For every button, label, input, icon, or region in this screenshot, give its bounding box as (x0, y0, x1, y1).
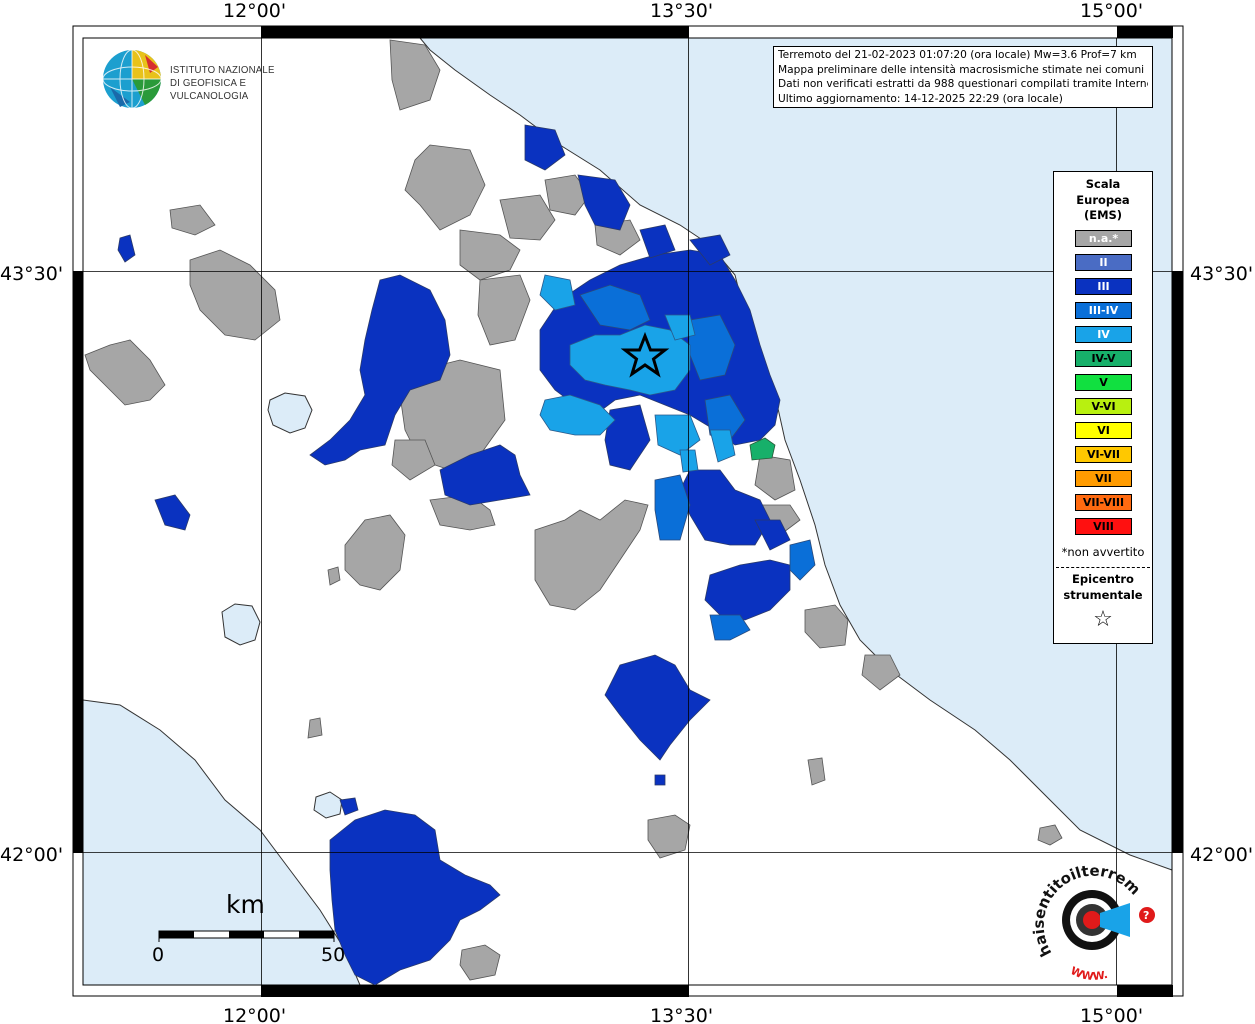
watermark-url: WWW. (1068, 964, 1109, 983)
legend-swatch-7: V-VI (1075, 398, 1132, 415)
municipalities-intensity-III-IV (579, 284, 816, 641)
legend-footnote: *non avvertito (1061, 545, 1145, 559)
lon-label-bottom-1: 12°00' (223, 1005, 286, 1024)
legend-title: Scala Europea (EMS) (1054, 172, 1152, 224)
lon-label-top-2: 13°30' (650, 0, 713, 22)
legend-swatch-1: II (1075, 254, 1132, 271)
legend-swatch-4: IV (1075, 326, 1132, 343)
lake-trasimeno (267, 392, 313, 434)
epicenter-star-icon (620, 331, 670, 378)
legend-swatch-10: VII (1075, 470, 1132, 487)
lon-label-top-3: 15°00' (1080, 0, 1143, 22)
hai-sentito-logo: ? haisentitoilterremoto.it WWW. (1030, 858, 1155, 983)
lake-bolsena (221, 603, 261, 646)
legend-title-line-2: Europea (1076, 192, 1130, 207)
scale-bar (158, 930, 335, 942)
info-line-1: Terremoto del 21-02-2023 01:07:20 (ora l… (778, 49, 1137, 61)
map-frame (73, 26, 1183, 997)
megaphone-icon (1100, 903, 1130, 937)
municipalities-not-felt (84, 39, 1063, 981)
legend-separator (1056, 567, 1150, 568)
question-icon (1139, 907, 1155, 923)
info-line-3: Dati non verificati estratti da 988 ques… (778, 78, 1148, 91)
epicenter-legend-star-icon: ☆ (1093, 607, 1113, 632)
legend-swatch-0: n.a.* (1075, 230, 1132, 247)
epicenter-label-line-1: Epicentro (1072, 572, 1134, 586)
legend-title-line-1: Scala (1085, 177, 1121, 191)
lat-label-right-1: 43°30' (1190, 263, 1253, 285)
svg-text:?: ? (1143, 909, 1149, 922)
epicenter-label-line-2: strumentale (1063, 587, 1143, 602)
legend-title-line-3: (EMS) (1083, 208, 1123, 222)
legend-swatch-8: VI (1075, 422, 1132, 439)
legend-swatch-3: III-IV (1075, 302, 1132, 319)
lat-label-left-1: 43°30' (0, 263, 63, 285)
scalebar-end: 50 (321, 944, 346, 966)
lat-label-left-2: 42°00' (0, 844, 63, 866)
lake-bracciano (313, 791, 343, 819)
legend-swatch-9: VI-VII (1075, 446, 1132, 463)
legend-swatch-6: V (1075, 374, 1132, 391)
ingv-globe-icon (102, 49, 162, 109)
svg-text:WWW.: WWW. (1068, 964, 1109, 983)
info-line-2: Mappa preliminare delle intensità macros… (778, 63, 1145, 76)
municipality-intensity-IV-V (749, 437, 776, 461)
logo-line-1: ISTITUTO NAZIONALE (170, 64, 275, 76)
lat-label-right-2: 42°00' (1190, 844, 1253, 866)
ingv-logo: ISTITUTO NAZIONALE DI GEOFISICA E VULCAN… (100, 47, 340, 111)
info-line-4: Ultimo aggiornamento: 14-12-2025 22:29 (… (778, 92, 1063, 105)
legend-swatch-2: III (1075, 278, 1132, 295)
scalebar-start: 0 (152, 944, 165, 966)
epicenter-legend-label: Epicentro strumentale (1054, 572, 1152, 603)
event-info-box: Terremoto del 21-02-2023 01:07:20 (ora l… (773, 46, 1153, 108)
scalebar-unit: km (226, 890, 265, 919)
legend-swatch-5: IV-V (1075, 350, 1132, 367)
lon-label-bottom-3: 15°00' (1080, 1005, 1143, 1024)
lon-label-top-1: 12°00' (223, 0, 286, 22)
ems-legend: Scala Europea (EMS) n.a.* II III III-IV IV IV… (1053, 171, 1153, 644)
municipalities-intensity-IV (539, 274, 736, 473)
legend-swatch-11: VII-VIII (1075, 494, 1132, 511)
lon-label-bottom-2: 13°30' (650, 1005, 713, 1024)
legend-swatch-12: VIII (1075, 518, 1132, 535)
logo-line-2: DI GEOFISICA E VULCANOLOGIA (170, 77, 249, 102)
